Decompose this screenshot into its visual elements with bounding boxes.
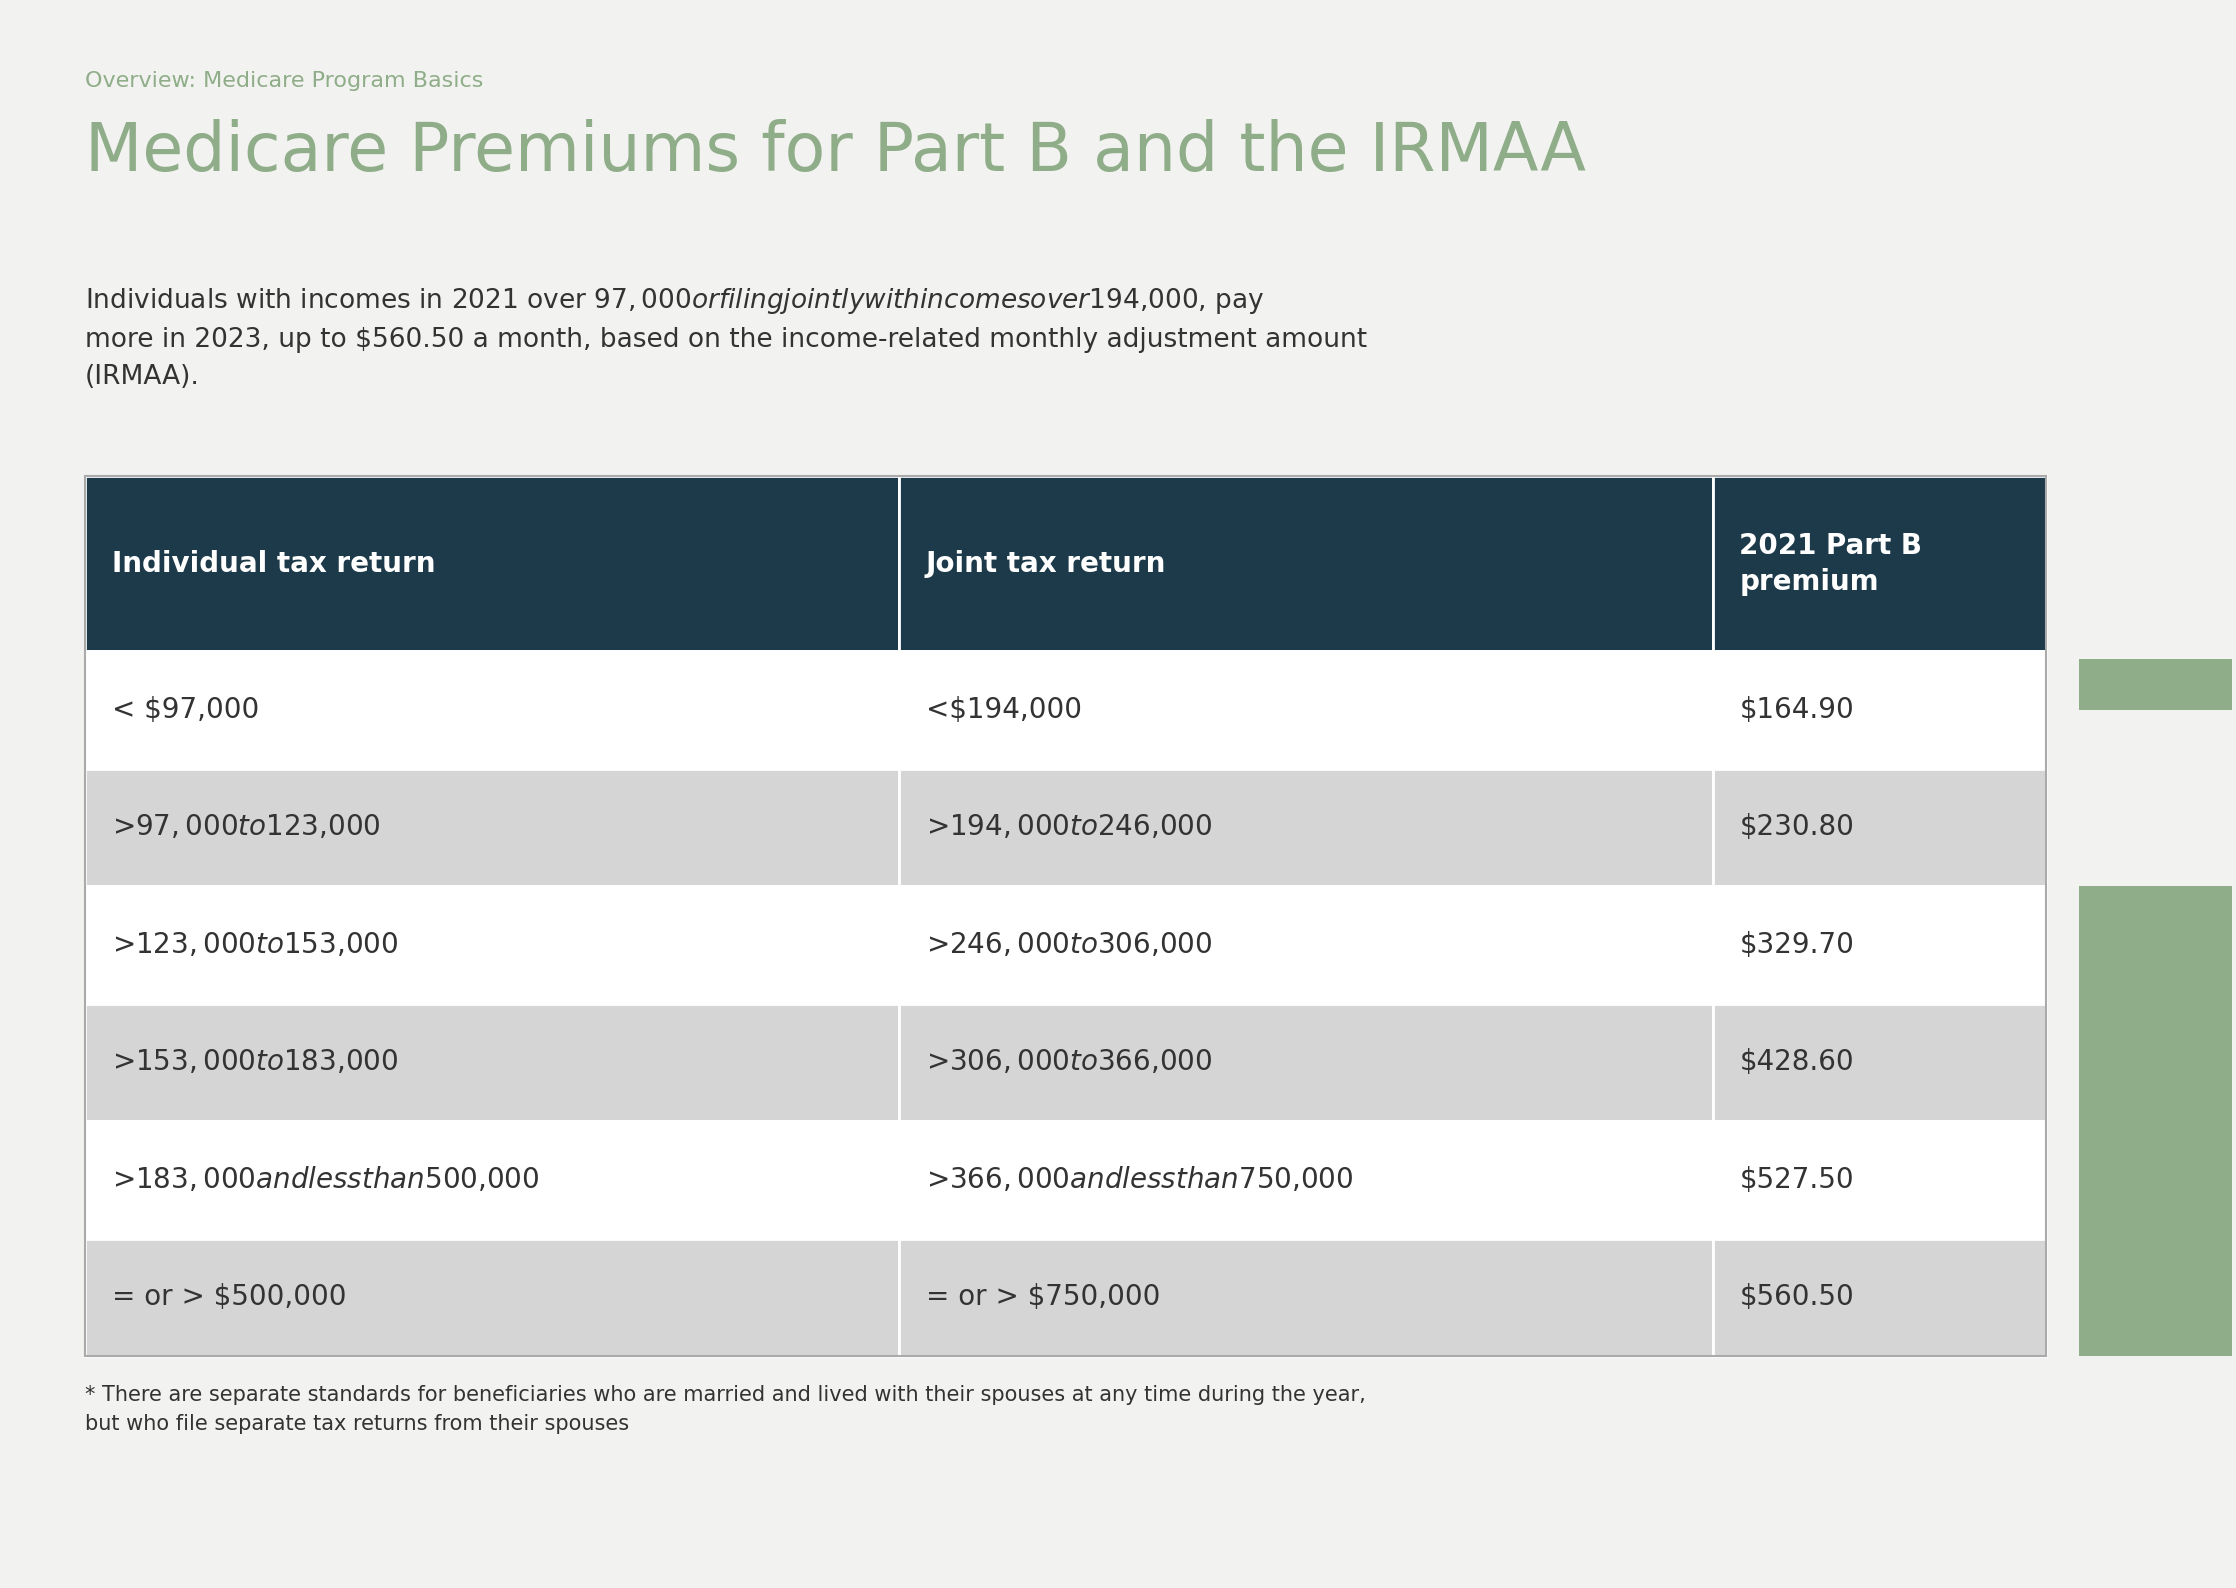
Text: <$194,000: <$194,000 (926, 696, 1082, 724)
Text: Individual tax return: Individual tax return (112, 549, 436, 578)
Text: $164.90: $164.90 (1740, 696, 1854, 724)
Text: >$123,000 to $153,000: >$123,000 to $153,000 (112, 931, 398, 959)
Text: * There are separate standards for beneficiaries who are married and lived with : * There are separate standards for benef… (85, 1385, 1366, 1434)
Text: >$153,000 to $183,000: >$153,000 to $183,000 (112, 1048, 398, 1077)
Text: >$97,000 to $123,000: >$97,000 to $123,000 (112, 813, 380, 842)
Text: $527.50: $527.50 (1740, 1166, 1854, 1194)
Text: Medicare Premiums for Part B and the IRMAA: Medicare Premiums for Part B and the IRM… (85, 119, 1585, 186)
Text: = or > $750,000: = or > $750,000 (926, 1283, 1160, 1312)
Text: >$366,000 and less than $750,000: >$366,000 and less than $750,000 (926, 1166, 1353, 1194)
Text: >$306,000 to $366,000: >$306,000 to $366,000 (926, 1048, 1212, 1077)
Text: $329.70: $329.70 (1740, 931, 1854, 959)
Text: = or > $500,000: = or > $500,000 (112, 1283, 347, 1312)
Text: Overview: Medicare Program Basics: Overview: Medicare Program Basics (85, 71, 483, 92)
Text: Individuals with incomes in 2021 over $97,000 or filing jointly with incomes ove: Individuals with incomes in 2021 over $9… (85, 286, 1366, 389)
Text: 2021 Part B
premium: 2021 Part B premium (1740, 532, 1923, 596)
Text: >$246,000 to $306,000: >$246,000 to $306,000 (926, 931, 1212, 959)
Text: < $97,000: < $97,000 (112, 696, 259, 724)
Text: Joint tax return: Joint tax return (926, 549, 1165, 578)
Text: $230.80: $230.80 (1740, 813, 1854, 842)
Text: $560.50: $560.50 (1740, 1283, 1854, 1312)
Text: $428.60: $428.60 (1740, 1048, 1854, 1077)
Text: >$194,000 to $246,000: >$194,000 to $246,000 (926, 813, 1212, 842)
Text: >$183,000 and less than $500,000: >$183,000 and less than $500,000 (112, 1166, 539, 1194)
